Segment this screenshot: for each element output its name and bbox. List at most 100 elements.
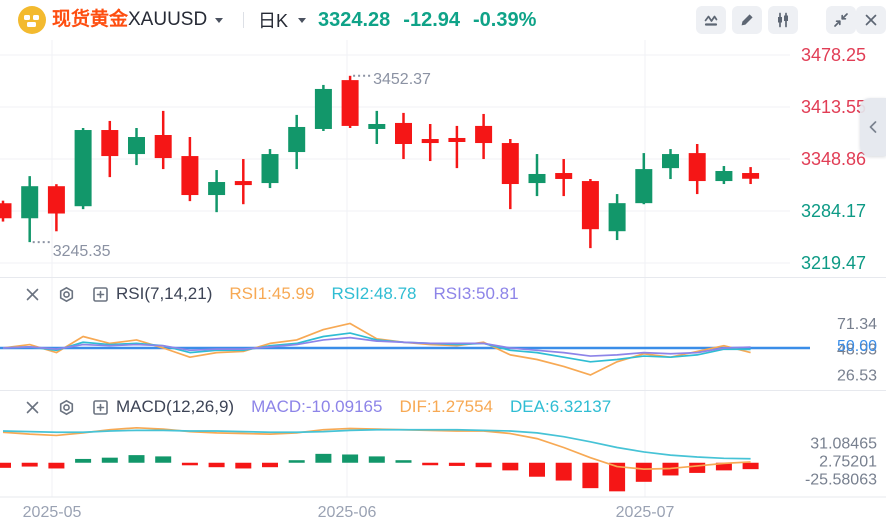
- macd-settings-button[interactable]: [56, 397, 76, 417]
- close-chart-button[interactable]: [856, 6, 886, 34]
- rsi1-value: RSI1:45.99: [229, 284, 315, 303]
- settings-icon: [59, 286, 73, 302]
- chevron-down-icon: [215, 17, 224, 23]
- header-divider: [243, 12, 244, 28]
- candle: [715, 171, 733, 182]
- price-axis-label: 3413.55: [801, 97, 866, 117]
- macd-histogram-bar: [689, 462, 706, 473]
- candle: [288, 126, 306, 153]
- symbol-selector[interactable]: XAUUSD: [128, 0, 224, 40]
- draw-button[interactable]: [732, 6, 762, 34]
- candle: [234, 181, 252, 186]
- chart-style-button[interactable]: [768, 6, 798, 34]
- settings-icon: [59, 399, 73, 415]
- date-axis-label: 2025-06: [318, 504, 377, 521]
- candle: [555, 173, 573, 179]
- candle: [181, 156, 199, 196]
- rsi-panel-header: RSI(7,14,21) RSI1:45.99 RSI2:48.78 RSI3:…: [0, 279, 519, 309]
- macd-title: MACD(12,26,9): [116, 397, 235, 416]
- macd-value: MACD:-10.09165: [251, 397, 383, 416]
- interval-label: 日K: [258, 11, 289, 31]
- rsi-axis-label: 48.93: [837, 342, 877, 359]
- expand-plus-icon: [92, 286, 108, 302]
- candle: [154, 135, 172, 159]
- chart-header: 现货黄金 XAUUSD 日K 3324.28 -12.94 -0.39%: [0, 0, 886, 40]
- rsi-axis-label: 26.53: [837, 367, 877, 384]
- candlestick-style-icon: [778, 12, 788, 28]
- macd-histogram-bar: [448, 462, 465, 466]
- price-quote: 3324.28 -12.94 -0.39%: [318, 0, 536, 40]
- dif-value: DIF:1.27554: [399, 397, 494, 416]
- rsi-line-rsi1: [2, 322, 751, 376]
- rsi-line-rsi2: [2, 332, 751, 363]
- chevron-down-icon: [298, 17, 307, 23]
- candle: [47, 186, 65, 214]
- candle: [261, 154, 279, 184]
- close-icon: [26, 401, 38, 413]
- macd-histogram-bar: [235, 462, 252, 469]
- high-annotation: 3452.37: [373, 71, 431, 88]
- candle: [635, 169, 653, 204]
- candle: [581, 181, 599, 230]
- price-change-percent: -0.39%: [473, 8, 537, 31]
- macd-expand-button[interactable]: [90, 397, 110, 417]
- macd-axis-label: 31.08465: [810, 436, 877, 453]
- candle: [662, 154, 679, 169]
- macd-histogram-bar: [475, 462, 492, 468]
- indicator-button[interactable]: [696, 6, 726, 34]
- macd-histogram-bar: [342, 454, 359, 463]
- rsi-title: RSI(7,14,21): [116, 284, 213, 303]
- macd-panel-header: MACD(12,26,9) MACD:-10.09165 DIF:1.27554…: [0, 392, 611, 422]
- macd-histogram-bar: [635, 462, 652, 482]
- collapse-button[interactable]: [826, 6, 856, 34]
- macd-remove-button[interactable]: [22, 397, 42, 417]
- candle: [448, 137, 466, 142]
- macd-line-dea: [2, 428, 751, 460]
- candle: [368, 123, 386, 129]
- indicator-line-icon: [704, 15, 718, 26]
- rsi-expand-button[interactable]: [90, 284, 110, 304]
- macd-histogram-bar: [208, 462, 225, 468]
- macd-histogram-bar: [502, 462, 519, 471]
- macd-histogram-bar: [155, 456, 172, 463]
- macd-histogram-bar: [422, 462, 439, 466]
- candle: [395, 122, 412, 145]
- axis-collapse-tab[interactable]: [860, 98, 886, 156]
- macd-axis-label: 2.75201: [819, 454, 877, 471]
- candle: [128, 137, 145, 155]
- candle: [341, 80, 359, 126]
- macd-histogram-bar: [288, 460, 305, 463]
- price-axis-label: 3219.47: [801, 253, 866, 273]
- rsi-axis-label: 71.34: [837, 316, 877, 333]
- candle: [501, 143, 519, 185]
- pencil-draw-icon: [741, 14, 753, 26]
- gold-bars-icon: [18, 6, 46, 34]
- rsi-remove-button[interactable]: [22, 284, 42, 304]
- dea-value: DEA:6.32137: [510, 397, 612, 416]
- rsi2-value: RSI2:48.78: [331, 284, 417, 303]
- interval-selector[interactable]: 日K: [258, 0, 307, 40]
- expand-plus-icon: [92, 399, 108, 415]
- close-icon: [26, 288, 38, 300]
- rsi-settings-button[interactable]: [56, 284, 76, 304]
- candle: [608, 203, 626, 232]
- macd-histogram-bar: [262, 462, 278, 468]
- macd-histogram-bar: [715, 462, 732, 471]
- rsi3-value: RSI3:50.81: [433, 284, 519, 303]
- candle: [101, 130, 119, 157]
- price-change: -12.94: [403, 8, 461, 31]
- macd-histogram-bar: [48, 462, 65, 469]
- candle: [74, 130, 92, 207]
- macd-histogram-bar: [368, 456, 385, 463]
- candle: [21, 186, 39, 219]
- chevron-left-icon: [869, 121, 877, 133]
- low-annotation: 3245.35: [53, 243, 111, 260]
- price-axis-label: 3478.25: [801, 45, 866, 65]
- macd-histogram-bar: [529, 462, 545, 477]
- macd-histogram-bar: [128, 455, 145, 463]
- macd-axis-label: -25.58063: [805, 471, 877, 488]
- macd-histogram-bar: [75, 458, 92, 463]
- date-axis-label: 2025-05: [23, 504, 82, 521]
